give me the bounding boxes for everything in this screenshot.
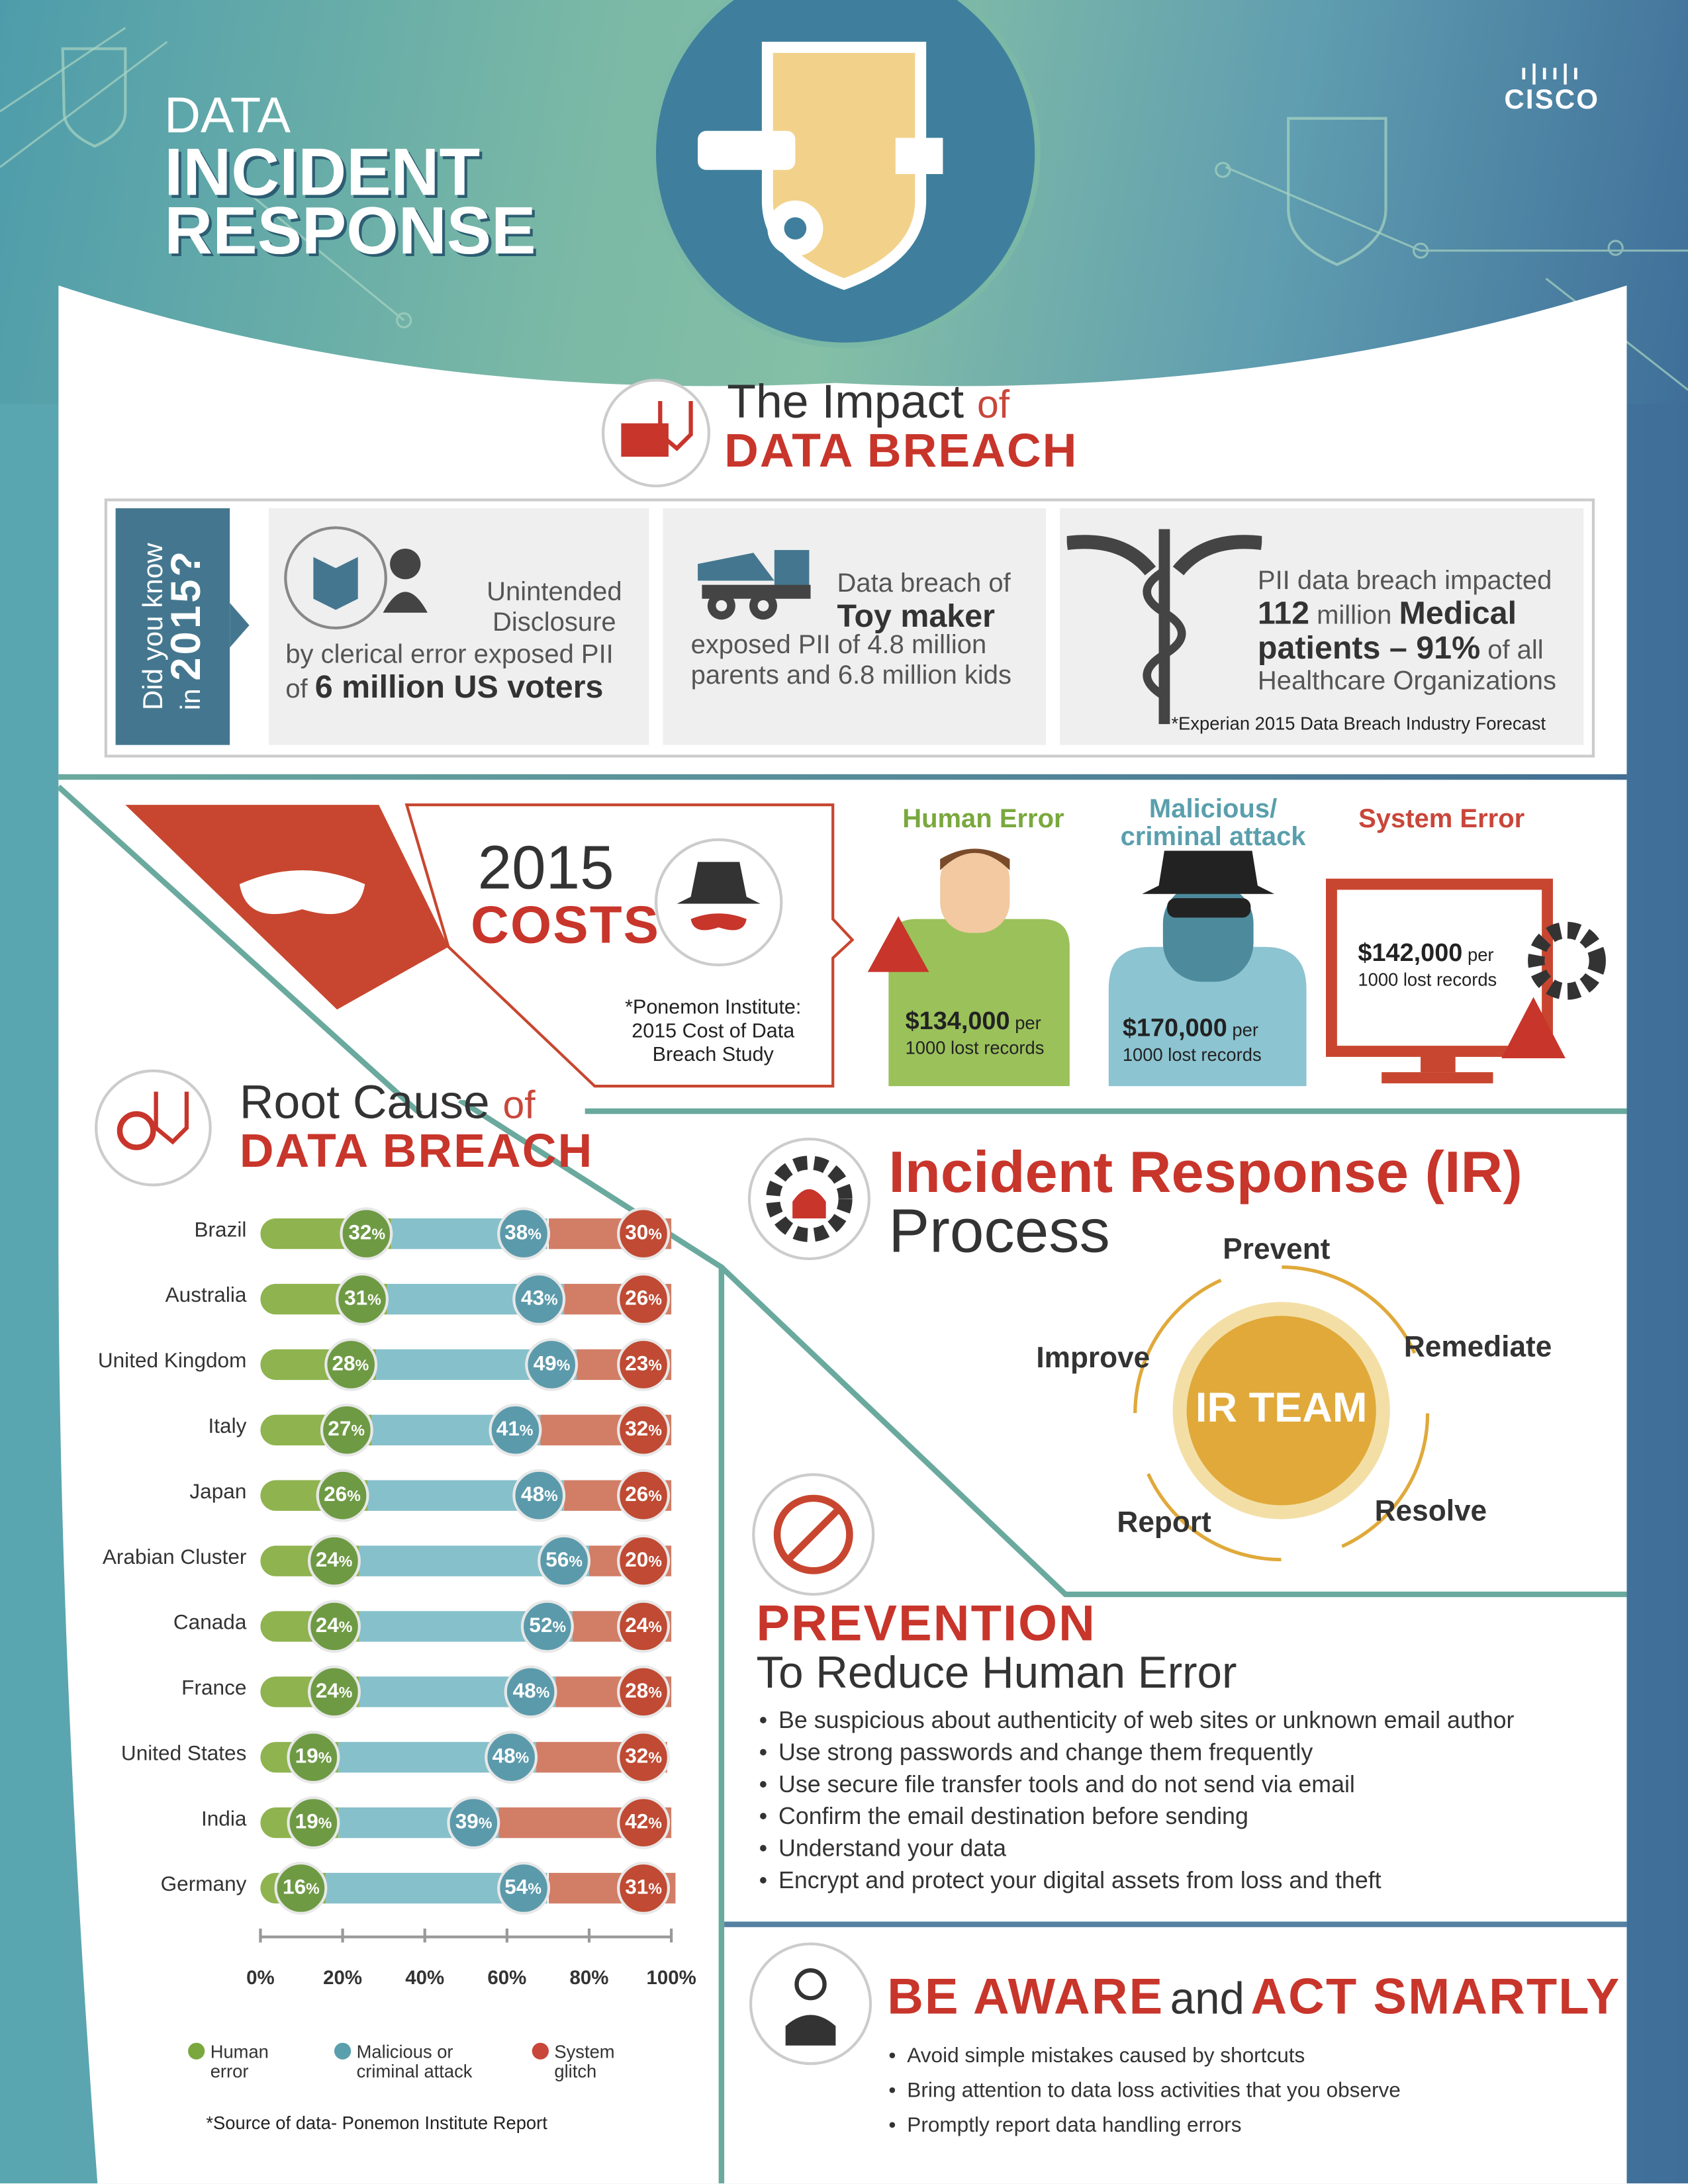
legend-system: System glitch — [532, 2042, 638, 2082]
root-cause-icon — [95, 1069, 212, 1187]
shield-usb-icon — [698, 42, 943, 291]
card-toy-maker: Data breach of Toy maker exposed PII of 4… — [663, 508, 1047, 745]
warning-icon — [867, 916, 929, 972]
list-item: Encrypt and protect your digital assets … — [759, 1864, 1515, 1896]
criminal-figure-icon — [1108, 946, 1307, 1087]
step-improve: Improve — [1036, 1342, 1150, 1375]
card-voters: Unintended Disclosure by clerical error … — [269, 508, 649, 745]
card-medical: PII data breach impacted 112 million Medi… — [1060, 508, 1584, 745]
costs-title: COSTS — [471, 896, 661, 956]
malicious-label: Malicious/ criminal attack — [1120, 795, 1306, 852]
list-item: Use strong passwords and change them fre… — [759, 1737, 1515, 1768]
step-report: Report — [1117, 1506, 1211, 1539]
cost-figures — [867, 848, 1606, 1087]
step-resolve: Resolve — [1374, 1495, 1487, 1528]
mask-icon — [239, 870, 365, 915]
list-item: Understand your data — [759, 1833, 1515, 1864]
costs-year: 2015 — [477, 834, 614, 903]
impact-title: The Impact of — [727, 376, 1010, 430]
list-item: Promptly report data handling errors — [888, 2108, 1401, 2143]
list-item: Bring attention to data loss activities … — [888, 2073, 1401, 2109]
list-item: Use secure file transfer tools and do no… — [759, 1768, 1515, 1800]
system-error-cost: $142,000 per 1000 lost records — [1358, 938, 1497, 990]
cisco-logo: ı|ıı|ı CISCO — [1504, 61, 1600, 116]
aware-list: Avoid simple mistakes caused by shortcut… — [888, 2038, 1401, 2143]
human-figure-icon — [888, 919, 1070, 1087]
list-item: Avoid simple mistakes caused by shortcut… — [888, 2038, 1401, 2073]
caduceus-icon — [1066, 529, 1262, 725]
legend-malicious: Malicious or criminal attack — [334, 2042, 510, 2082]
ir-cycle — [1133, 1265, 1430, 1562]
warning-icon — [1501, 997, 1566, 1059]
circuit-lines — [0, 26, 1688, 391]
ir-subtitle: Process — [888, 1197, 1110, 1266]
monitor-icon — [1326, 878, 1553, 1057]
section-dividers — [458, 1100, 1627, 2184]
prevention-list: Be suspicious about authenticity of web … — [759, 1704, 1515, 1896]
prohibited-icon — [752, 1473, 875, 1596]
page-title: DATA INCIDENT RESPONSE — [164, 86, 536, 269]
ir-team-label: IR TEAM — [1195, 1385, 1368, 1432]
malicious-cost: $170,000 per 1000 lost records — [1122, 1013, 1262, 1066]
gear-icon — [1528, 921, 1606, 1000]
list-item: Confirm the email destination before sen… — [759, 1800, 1515, 1832]
divider — [58, 774, 1627, 780]
alarm-gear-icon — [747, 1137, 870, 1261]
costs-source: *Ponemon Institute: 2015 Cost of Data Br… — [625, 997, 802, 1067]
legend-human: Human error — [188, 2042, 294, 2082]
aware-title: BE AWARE and ACT SMARTLY — [887, 1967, 1621, 2025]
arrow-icon — [230, 603, 250, 648]
shield-outline-icon — [61, 47, 1387, 267]
book-people-icon — [284, 526, 428, 630]
ir-title: Incident Response (IR) — [888, 1139, 1523, 1205]
system-error-label: System Error — [1358, 805, 1525, 835]
truck-icon — [698, 550, 811, 620]
human-error-cost: $134,000 per 1000 lost records — [905, 1007, 1045, 1059]
impact-subtitle: DATA BREACH — [724, 424, 1078, 478]
shield-emblem — [650, 0, 1041, 348]
step-remediate: Remediate — [1403, 1331, 1552, 1363]
root-cause-subtitle: DATA BREACH — [239, 1125, 594, 1178]
chart-source: *Source of data- Ponemon Institute Repor… — [206, 2112, 547, 2134]
did-you-know-tab: Did you know in 2015? — [115, 508, 250, 745]
step-prevent: Prevent — [1223, 1234, 1331, 1266]
list-item: Be suspicious about authenticity of web … — [759, 1704, 1514, 1736]
prevention-title: PREVENTION — [756, 1594, 1096, 1652]
root-cause-title: Root Cause of — [239, 1076, 536, 1130]
prevention-subtitle: To Reduce Human Error — [756, 1647, 1237, 1698]
human-error-label: Human Error — [902, 805, 1064, 835]
spy-hat-icon — [654, 838, 783, 967]
lightbulb-person-icon — [749, 1942, 872, 2066]
breach-folder-icon — [601, 379, 711, 488]
